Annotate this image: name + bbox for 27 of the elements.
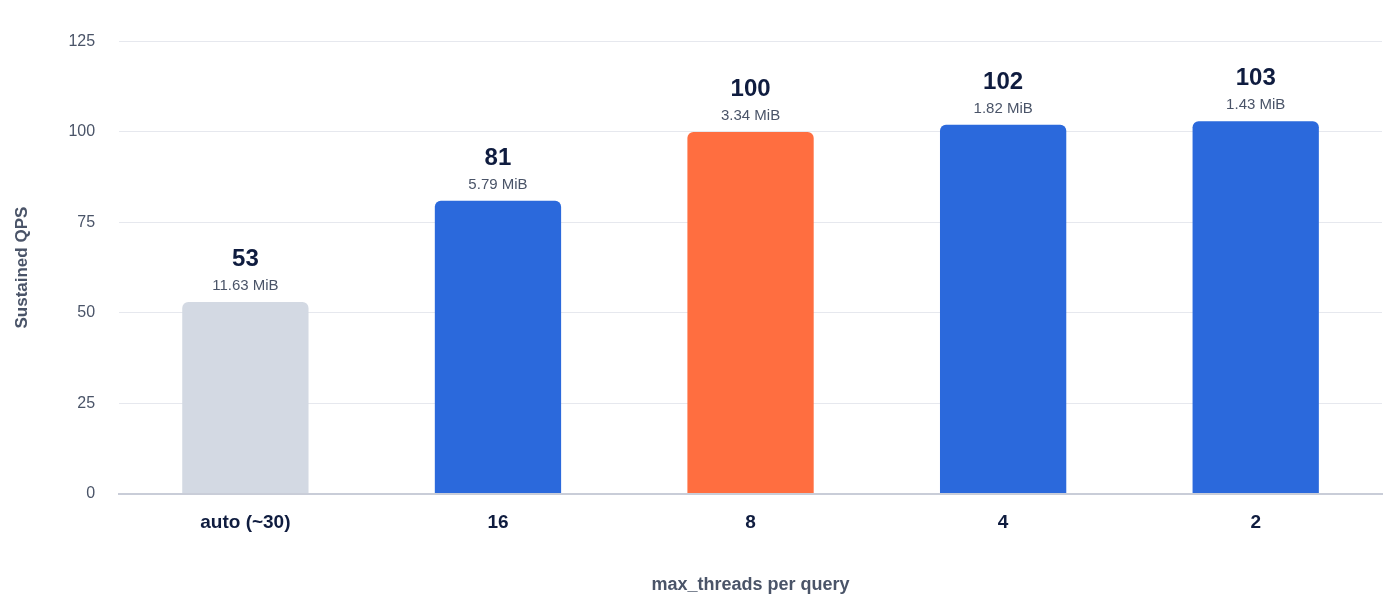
- y-tick-label: 125: [68, 32, 96, 50]
- x-tick-label: auto (~30): [200, 511, 291, 533]
- x-tick-label: 16: [487, 511, 509, 533]
- annotation: 3.34 MiB: [720, 106, 781, 123]
- annotation: 11.63 MiB: [212, 275, 279, 293]
- data-label: 102: [983, 66, 1024, 94]
- x-axis-title: max_threads per query: [651, 574, 850, 595]
- y-axis-title: Sustained QPS: [11, 206, 31, 329]
- annotation: 5.79 MiB: [468, 174, 528, 192]
- y-tick-label: 75: [77, 212, 96, 230]
- data-label: 103: [1235, 63, 1276, 91]
- bar: [939, 124, 1067, 494]
- data-label: 81: [484, 142, 512, 170]
- y-tick-label: 0: [86, 484, 96, 502]
- bar: [434, 200, 562, 494]
- y-tick-label: 25: [77, 393, 96, 411]
- data-label: 53: [232, 243, 259, 271]
- bar: [1192, 121, 1319, 494]
- y-tick-label: 100: [68, 122, 96, 140]
- bar: [687, 132, 814, 494]
- y-tick-label: 50: [77, 303, 96, 321]
- x-tick-label: 4: [997, 511, 1009, 533]
- x-tick-label: 8: [745, 511, 756, 533]
- annotation: 1.82 MiB: [973, 98, 1033, 116]
- annotation: 1.43 MiB: [1226, 95, 1286, 113]
- data-label: 100: [730, 74, 771, 101]
- x-tick-label: 2: [1250, 511, 1261, 533]
